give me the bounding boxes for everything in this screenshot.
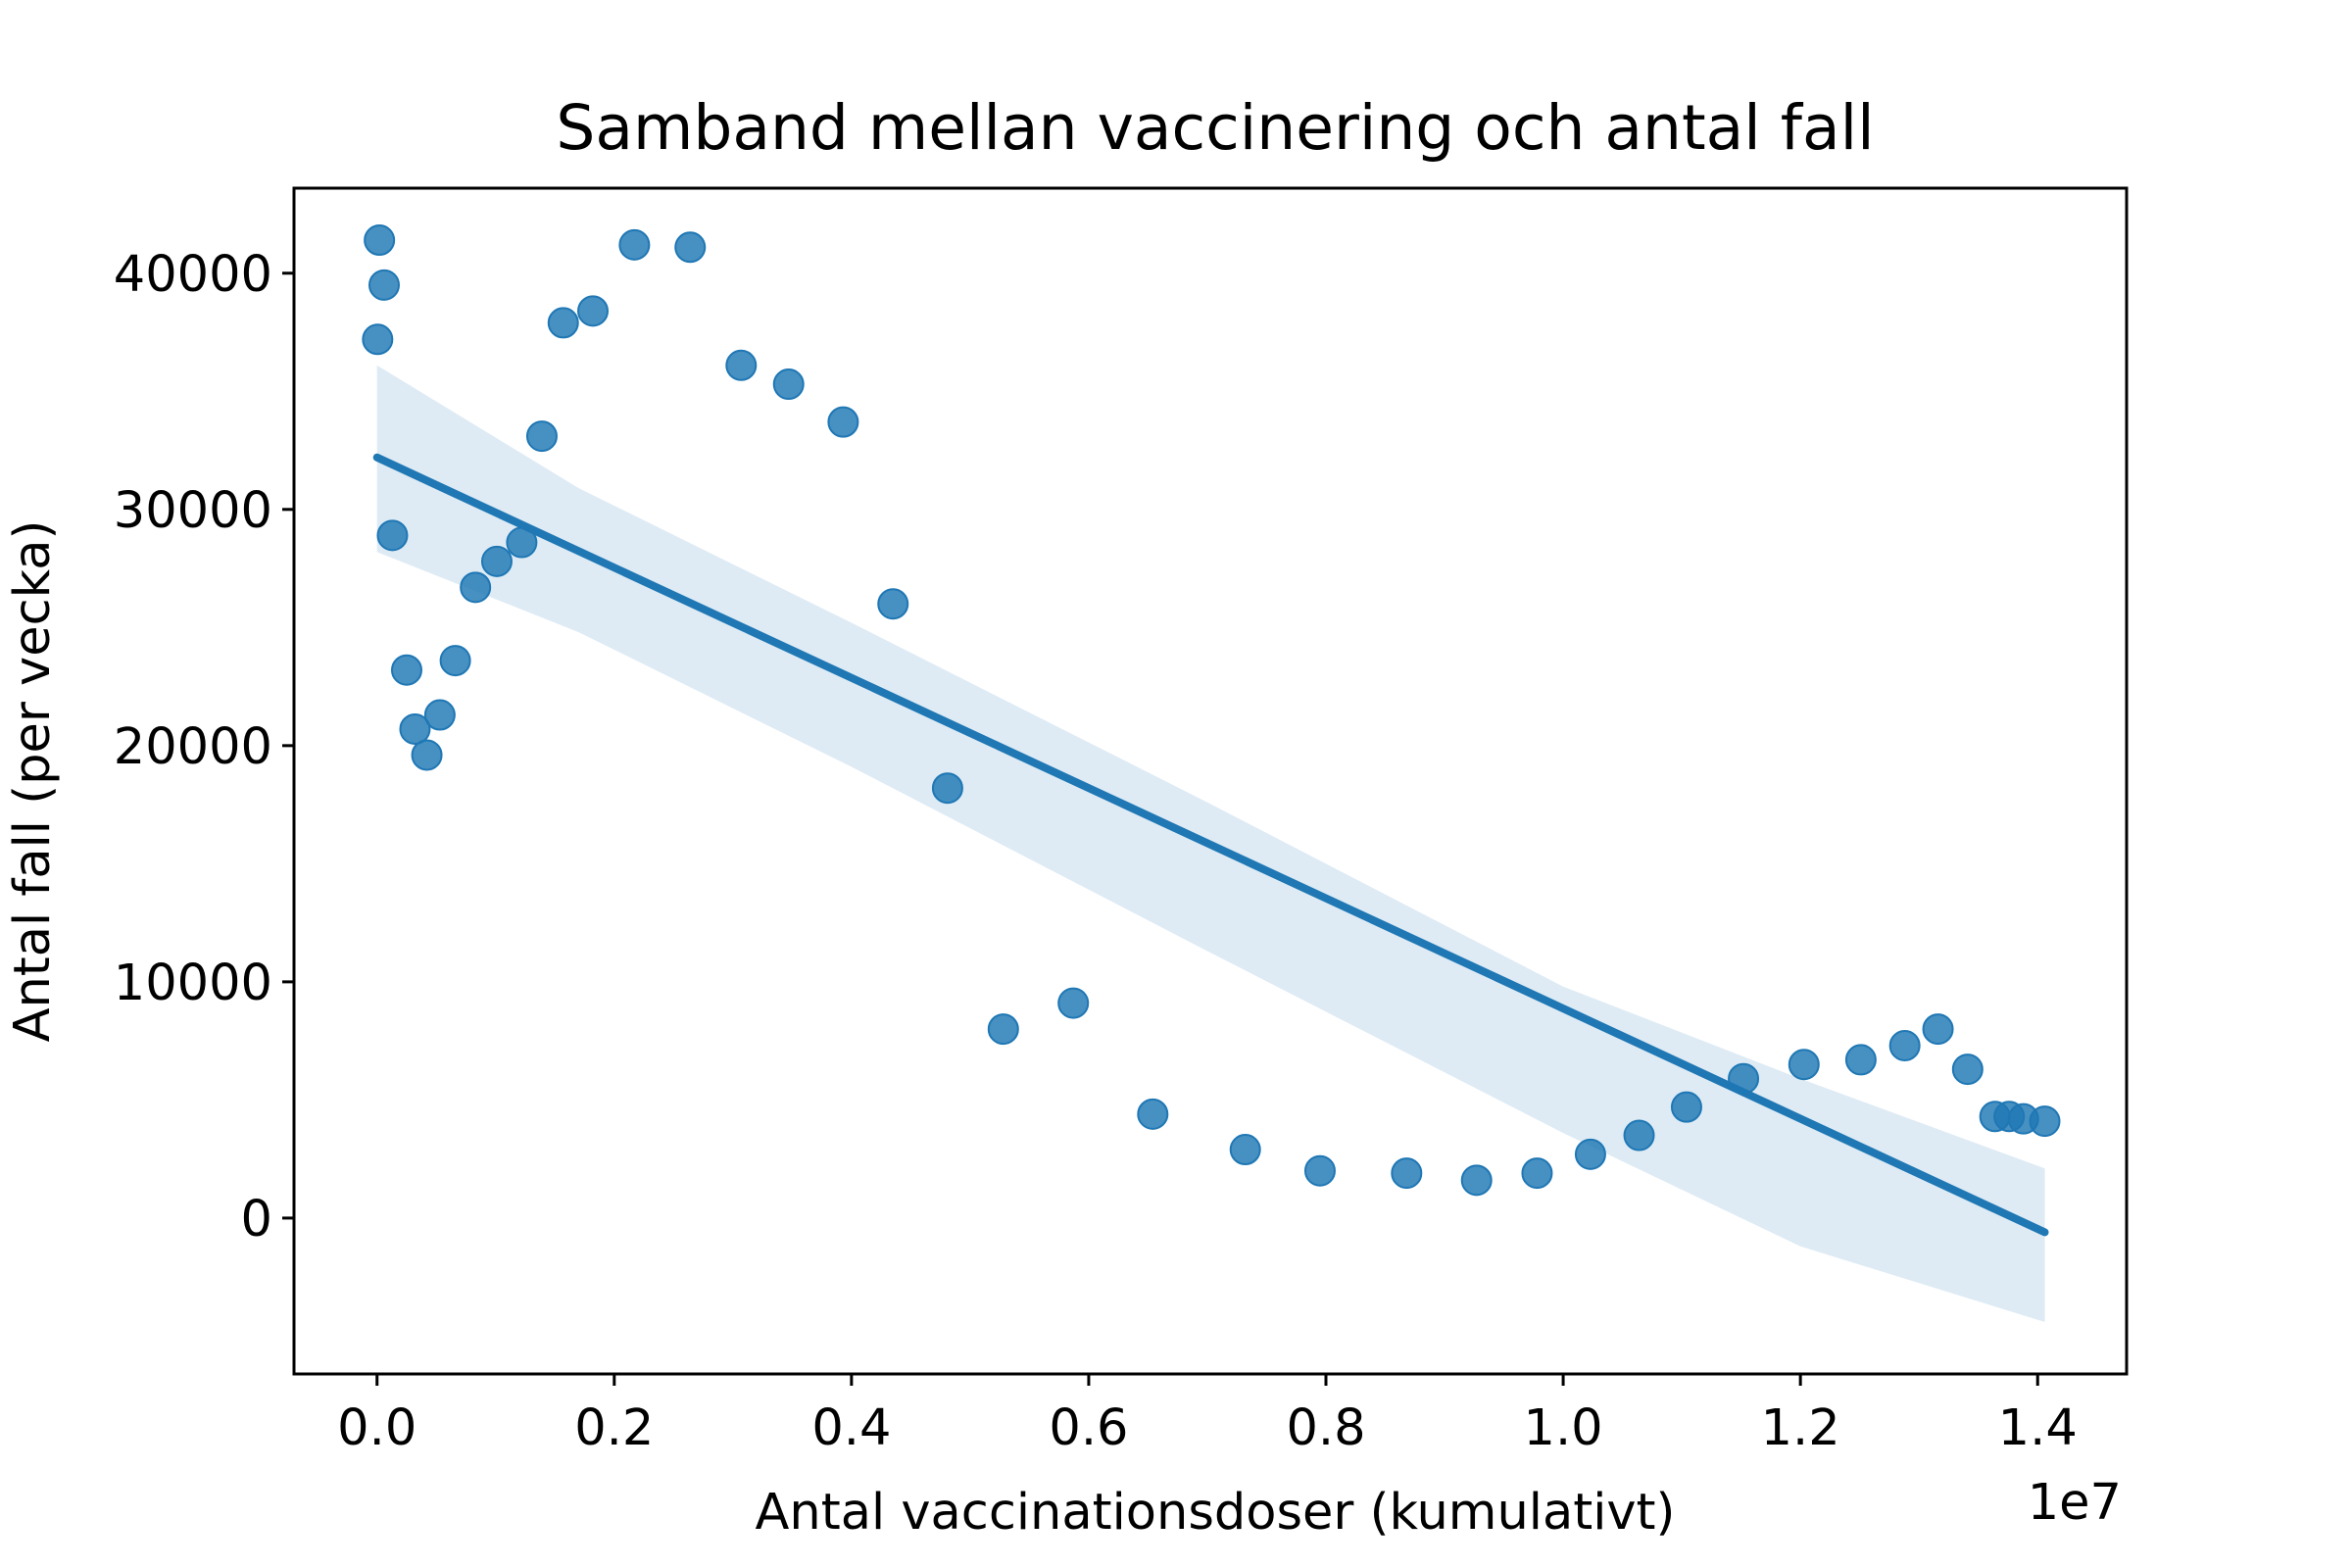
plot-frame (292, 186, 2129, 1376)
x-tick-label: 0.8 (1286, 1399, 1365, 1457)
y-axis-ticks: 0 10000 20000 30000 40000 (114, 246, 294, 1249)
data-point (480, 545, 513, 577)
data-point (618, 228, 651, 261)
data-point (1057, 987, 1090, 1019)
data-point (460, 571, 492, 604)
data-point (877, 588, 909, 620)
data-point (423, 699, 456, 731)
data-point (1623, 1119, 1655, 1152)
x-tick-label: 1.2 (1761, 1399, 1840, 1457)
data-point (1574, 1138, 1606, 1170)
data-point (399, 712, 431, 745)
y-tick-label: 0 (241, 1191, 272, 1249)
data-point (525, 420, 558, 453)
x-axis-offset-label: 1e7 (2028, 1474, 2122, 1532)
data-points-layer (362, 224, 2061, 1197)
data-point (725, 349, 758, 381)
x-tick-label: 0.0 (337, 1399, 416, 1457)
data-point (1888, 1029, 1921, 1061)
data-point (1951, 1054, 1984, 1086)
data-point (931, 772, 963, 805)
data-point (1922, 1013, 1954, 1046)
x-axis-label: Antal vaccinationsdoser (kumulativt) (756, 1484, 1676, 1542)
data-point (376, 519, 409, 552)
x-tick-label: 0.2 (574, 1399, 654, 1457)
x-tick-label: 1.0 (1524, 1399, 1603, 1457)
data-point (987, 1013, 1019, 1046)
data-point (1303, 1154, 1336, 1187)
data-point (439, 645, 471, 677)
y-axis-label: Antal fall (per vecka) (4, 520, 62, 1043)
data-point (1521, 1157, 1553, 1190)
data-point (368, 269, 400, 301)
regression-line-layer (372, 453, 2049, 1237)
y-tick-label: 30000 (114, 482, 272, 540)
data-point (674, 231, 707, 264)
data-point (577, 295, 610, 327)
data-point (390, 654, 422, 686)
data-point (772, 368, 805, 401)
data-point (1137, 1098, 1169, 1130)
data-point (1229, 1134, 1261, 1166)
data-point (547, 307, 579, 339)
x-tick-label: 1.4 (1998, 1399, 2078, 1457)
x-axis-ticks: 0.0 0.2 0.4 0.6 0.8 1.0 1.2 1.4 (337, 1374, 2078, 1457)
regression-line (372, 453, 2049, 1237)
chart-title: Samband mellan vaccinering och antal fal… (556, 92, 1874, 164)
data-point (362, 323, 394, 356)
x-tick-label: 0.4 (811, 1399, 891, 1457)
data-point (364, 224, 396, 257)
y-tick-label: 40000 (114, 246, 272, 304)
data-point (1460, 1164, 1493, 1197)
data-point (1670, 1091, 1702, 1123)
y-tick-label: 20000 (114, 718, 272, 776)
data-point (1728, 1062, 1760, 1095)
data-point (827, 406, 859, 438)
x-tick-label: 0.6 (1049, 1399, 1128, 1457)
data-point (506, 526, 538, 559)
data-point (411, 739, 443, 771)
data-point (1391, 1157, 1423, 1190)
data-point (1844, 1044, 1877, 1076)
data-point (1788, 1049, 1820, 1081)
y-tick-label: 10000 (114, 955, 272, 1012)
data-point (2029, 1105, 2061, 1138)
